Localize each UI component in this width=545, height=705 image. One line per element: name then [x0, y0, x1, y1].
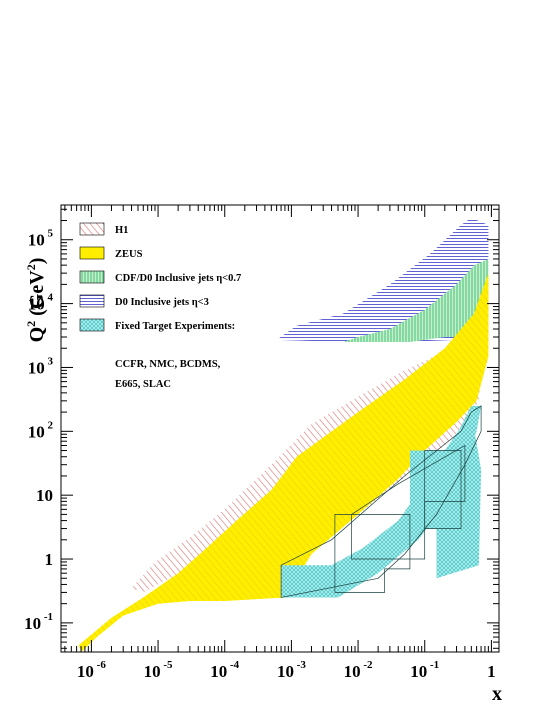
legend-label-zeus: ZEUS	[115, 249, 143, 260]
plot-frame	[60, 204, 500, 653]
y-tick-label: 1	[45, 550, 54, 569]
x-tick-label: 10 -6	[77, 659, 106, 681]
y-tick-label: 10 5	[28, 228, 54, 250]
legend-label-d0-inclusive-jets-3: D0 Inclusive jets η<3	[115, 297, 209, 308]
x-tick-label: 10 -2	[344, 659, 373, 681]
fixed-target-outline-1	[351, 444, 466, 560]
legend-swatch-zeus	[79, 246, 105, 260]
legend: H1 ZEUS CDF/D0 Inclusive jets η<0.7 D0 Incl…	[79, 222, 241, 390]
fixed-target-outline-0	[334, 514, 411, 593]
axis-labels: 10 -6 10 -5 10 -4 10 -3 10 -2 10 -1 1 10 -1 1 10 1…	[24, 228, 496, 681]
legend-label-h1: H1	[115, 225, 128, 236]
y-tick-label: 10 2	[28, 419, 54, 441]
legend-extra-line: E665, SLAC	[115, 379, 171, 390]
y-tick-label: 10 4	[28, 292, 54, 314]
x-tick-label: 10 -1	[410, 659, 439, 681]
legend-swatch-h1	[79, 222, 105, 236]
y-tick-label: 10 3	[28, 355, 54, 377]
x-axis-title: x	[492, 683, 502, 705]
fixed-target-outline-2	[424, 450, 462, 529]
legend-swatch-cdf-d0-inclusive-jets-0-7	[79, 270, 105, 284]
region-cdf-d0-inclusive-jets-0-7-0	[343, 259, 489, 342]
legend-extra-line: CCFR, NMC, BCDMS,	[115, 359, 221, 370]
legend-swatch-d0-inclusive-jets-3	[79, 294, 105, 308]
legend-label-fixed-target-experiments: Fixed Target Experiments:	[115, 321, 235, 332]
legend-swatch-fixed-target-experiments	[79, 318, 105, 332]
y-axis-title: Q2 (GeV2)	[24, 258, 48, 343]
x-tick-label: 10 -5	[144, 659, 173, 681]
x-tick-label: 1	[487, 662, 496, 681]
y-tick-label: 10	[36, 486, 53, 505]
plot-border	[60, 204, 500, 653]
legend-label-cdf-d0-inclusive-jets-0-7: CDF/D0 Inclusive jets η<0.7	[115, 273, 241, 284]
x-tick-label: 10 -4	[210, 659, 239, 681]
x-tick-label: 10 -3	[277, 659, 306, 681]
fixed-target-outline-3	[280, 405, 482, 598]
data-regions	[78, 217, 489, 652]
y-tick-label: 10 -1	[24, 611, 53, 633]
